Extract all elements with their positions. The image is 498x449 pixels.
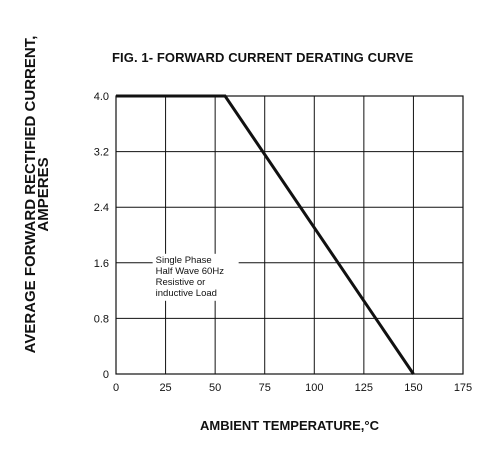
x-tick-label-25: 25 [159, 382, 171, 394]
y-tick-label-0.8: 0.8 [94, 313, 109, 325]
x-tick-label-75: 75 [259, 382, 271, 394]
annotation-background [152, 253, 239, 301]
y-tick-label-0: 0 [103, 369, 109, 381]
x-tick-label-175: 175 [454, 382, 472, 394]
x-tick-label-150: 150 [404, 382, 422, 394]
y-tick-label-1.6: 1.6 [94, 258, 109, 270]
x-tick-label-125: 125 [355, 382, 373, 394]
annotation-line-4: inductive Load [156, 288, 217, 299]
y-tick-label-3.2: 3.2 [94, 147, 109, 159]
derating-curve-line-0 [116, 94, 415, 375]
series-layer [116, 94, 415, 375]
annotation-line-3: Resistive or [156, 277, 206, 288]
chart-title: FIG. 1- FORWARD CURRENT DERATING CURVE [112, 50, 414, 65]
y-tick-label-4.0: 4.0 [94, 91, 109, 103]
annotation-line-1: Single Phase [156, 255, 212, 266]
x-tick-label-50: 50 [209, 382, 221, 394]
x-tick-label-0: 0 [113, 382, 119, 394]
annotation-line-2: Half Wave 60Hz [156, 266, 225, 277]
x-tick-label-100: 100 [305, 382, 323, 394]
x-axis-label: AMBIENT TEMPERATURE,°C [200, 418, 380, 433]
plot-frame [115, 95, 464, 375]
tick-label-layer: 0 25 50 75 100 125 150 175 0 0.8 1.6 2.4 3.2 4.0 [94, 91, 472, 394]
grid-layer [115, 95, 464, 375]
y-tick-label-2.4: 2.4 [94, 202, 109, 214]
